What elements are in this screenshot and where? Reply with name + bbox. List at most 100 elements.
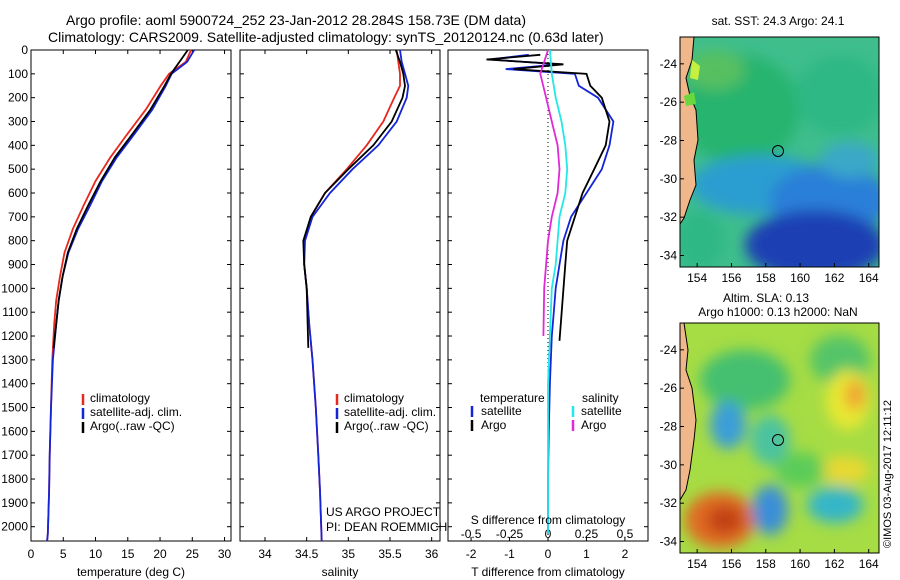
lat-tick-label: -24 <box>660 57 678 71</box>
x-tick-label: 35.5 <box>378 547 402 561</box>
y-tick-label: 1900 <box>1 496 28 510</box>
imos-watermark: ©IMOS 03-Aug-2017 12:11:12 <box>882 400 894 548</box>
temperature-axes: 0100200300400500600700800900100011001200… <box>1 43 231 561</box>
y-tick-label: 200 <box>8 91 28 105</box>
y-tick-label: 1800 <box>1 472 28 486</box>
lat-tick-label: -24 <box>660 343 678 357</box>
series-line-argo-raw-qc- <box>52 49 189 348</box>
y-tick-label: 1600 <box>1 424 28 438</box>
sla-map-frame <box>679 322 880 554</box>
sst-map-ticks: 154 156 158 160 162 164 -24 -26 -28 -30 -32 -34 <box>660 57 879 285</box>
legend-temp-satellite: satellite <box>481 404 522 418</box>
salinity-legend-argo: Argo(..raw -QC) <box>344 419 429 433</box>
lon-tick-label: 156 <box>721 271 741 285</box>
lon-tick-label: 158 <box>756 271 776 285</box>
y-tick-label: 1700 <box>1 448 28 462</box>
lon-tick-label: 158 <box>756 557 776 571</box>
x-tick-label: 30 <box>218 547 232 561</box>
sla-coastline <box>680 323 697 501</box>
x-tick-label: 5 <box>60 547 67 561</box>
s-tick-label: -0.5 <box>461 527 482 541</box>
salinity-panel: 34 34.5 35 35.5 36 salinity climatology sate… <box>239 49 447 579</box>
sla-argo-location-marker <box>772 434 784 446</box>
y-tick-label: 0 <box>21 43 28 57</box>
legend-temperature-header: temperature <box>480 391 545 405</box>
series-line-argo-raw-qc- <box>302 49 406 348</box>
x-tick-label: 25 <box>186 547 200 561</box>
t-tick-label: 0 <box>545 547 552 561</box>
lon-tick-label: 160 <box>790 557 810 571</box>
t-tick-label: 2 <box>622 547 629 561</box>
s-difference-label: S difference from climatology <box>471 513 626 527</box>
lat-tick-label: -32 <box>660 496 678 510</box>
lon-tick-label: 162 <box>824 557 844 571</box>
salinity-legend-satellite: satellite-adj. clim. <box>344 405 436 419</box>
pi-credit: PI: DEAN ROEMMICH <box>326 520 447 534</box>
lon-tick-label: 154 <box>687 557 707 571</box>
y-tick-label: 1100 <box>2 305 28 319</box>
x-tick-label: 36 <box>425 547 439 561</box>
legend-temp-argo: Argo <box>481 418 507 432</box>
x-tick-label: 34.5 <box>295 547 319 561</box>
lat-tick-label: -26 <box>660 381 678 395</box>
sla-map: Altim. SLA: 0.13 Argo h1000: 0.13 h2000:… <box>660 291 880 571</box>
y-tick-label: 500 <box>8 162 28 176</box>
sla-map-title-line1: Altim. SLA: 0.13 <box>723 291 809 305</box>
s-tick-label: 0.5 <box>617 527 634 541</box>
lat-tick-label: -30 <box>660 172 678 186</box>
diff-line-temperature-argo <box>486 53 611 341</box>
t-tick-label: 1 <box>583 547 590 561</box>
s-tick-label: 0.25 <box>575 527 599 541</box>
temperature-panel: 0100200300400500600700800900100011001200… <box>1 43 231 579</box>
y-tick-label: 1300 <box>1 353 28 367</box>
salinity-legend-climatology: climatology <box>344 391 404 405</box>
lon-tick-label: 160 <box>790 271 810 285</box>
climatology-title: Climatology: CARS2009. Satellite-adjuste… <box>48 29 604 45</box>
t-difference-xlabel: T difference from climatology <box>471 565 625 579</box>
y-tick-label: 2000 <box>1 520 28 534</box>
temperature-legend-climatology: climatology <box>90 391 150 405</box>
y-tick-label: 400 <box>8 138 28 152</box>
lat-tick-label: -34 <box>660 535 678 549</box>
salinity-lines <box>302 49 410 542</box>
salinity-plot-frame <box>239 49 441 542</box>
lat-tick-label: -30 <box>660 458 678 472</box>
salinity-axes: 34 34.5 35 35.5 36 <box>240 49 440 561</box>
lat-tick-label: -32 <box>660 210 678 224</box>
temperature-lines <box>46 49 195 542</box>
salinity-legend: climatology satellite-adj. clim. Argo(..… <box>335 391 436 433</box>
s-tick-label: -0.25 <box>496 527 524 541</box>
profile-title: Argo profile: aoml 5900724_252 23-Jan-20… <box>66 12 526 28</box>
lat-tick-label: -26 <box>660 95 678 109</box>
x-tick-label: 10 <box>89 547 103 561</box>
temperature-legend-argo: Argo(..raw -QC) <box>90 419 175 433</box>
x-tick-label: 20 <box>153 547 167 561</box>
x-tick-label: 35 <box>342 547 356 561</box>
temperature-xlabel: temperature (deg C) <box>77 565 185 579</box>
lon-tick-label: 164 <box>859 271 879 285</box>
lat-tick-label: -28 <box>660 420 678 434</box>
sst-map-frame <box>679 36 880 268</box>
x-tick-label: 0 <box>28 547 35 561</box>
y-tick-label: 600 <box>8 186 28 200</box>
sla-map-title-line2: Argo h1000: 0.13 h2000: NaN <box>698 305 857 319</box>
salinity-xlabel: salinity <box>322 565 359 579</box>
y-tick-label: 100 <box>8 67 28 81</box>
sst-map: sat. SST: 24.3 Argo: 24.1 154 156 158 160 16… <box>660 14 880 285</box>
sla-map-ticks: 154 156 158 160 162 164 -24 -26 -28 -30 -32 -34 <box>660 343 879 571</box>
diff-line-salinity-argo <box>539 49 561 337</box>
y-tick-label: 1400 <box>1 377 28 391</box>
lon-tick-label: 156 <box>721 557 741 571</box>
y-tick-label: 300 <box>8 115 28 129</box>
legend-sal-argo: Argo <box>581 418 607 432</box>
temperature-legend-satellite: satellite-adj. clim. <box>90 405 182 419</box>
lat-tick-label: -28 <box>660 134 678 148</box>
t-tick-label: -2 <box>466 547 477 561</box>
y-tick-label: 1500 <box>1 401 28 415</box>
difference-lines <box>486 49 615 534</box>
y-tick-label: 1200 <box>1 329 28 343</box>
t-tick-label: -1 <box>504 547 515 561</box>
